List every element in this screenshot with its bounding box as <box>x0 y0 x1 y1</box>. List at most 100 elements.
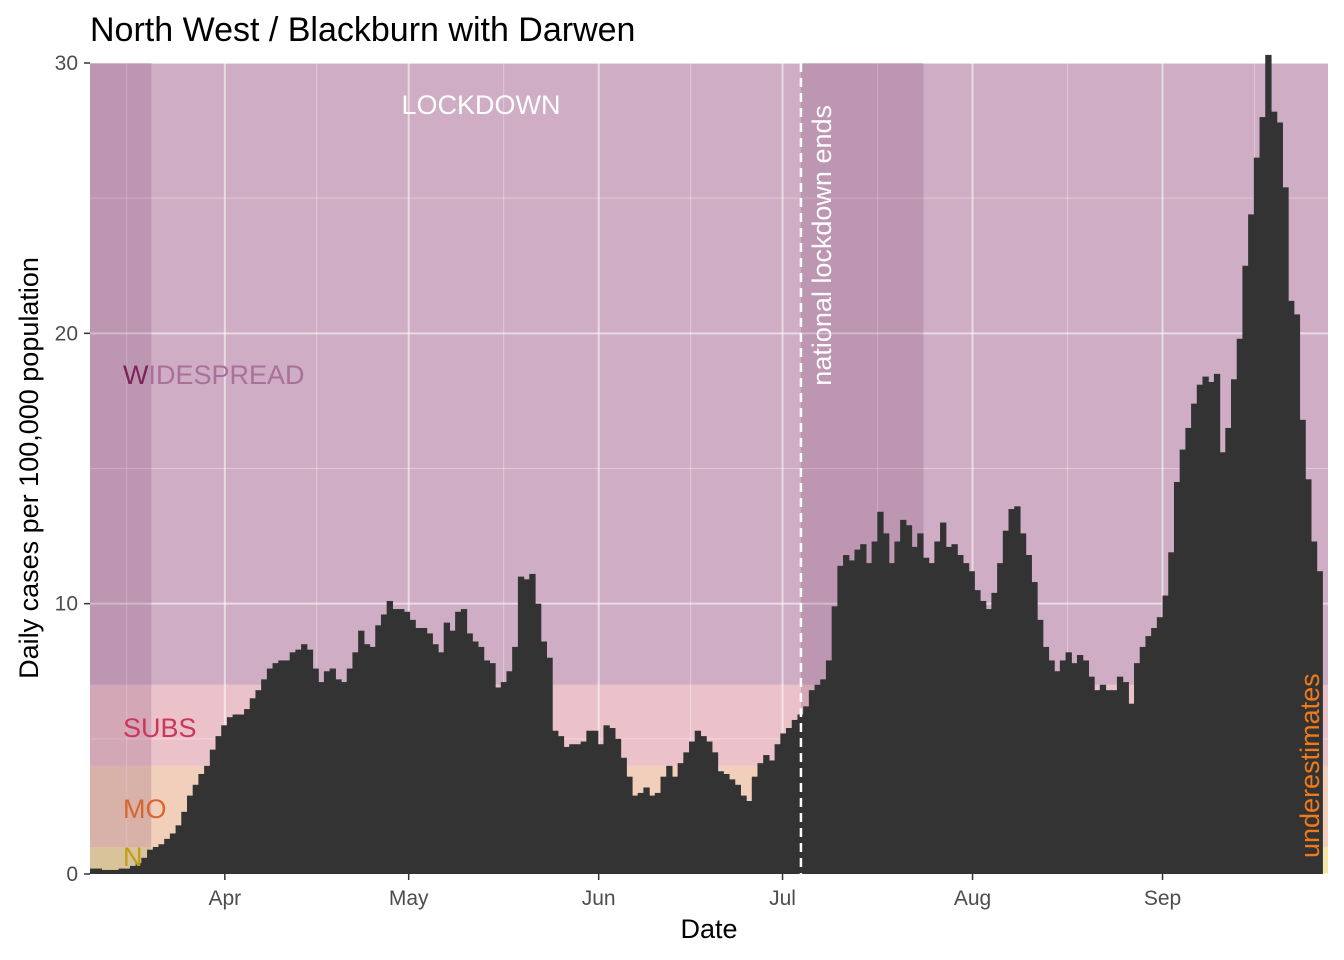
bar <box>940 522 947 874</box>
bar <box>95 868 103 874</box>
bar <box>346 668 354 874</box>
bar <box>883 533 890 874</box>
bar <box>689 741 696 874</box>
bar <box>1196 384 1204 874</box>
chart-title: North West / Blackburn with Darwen <box>90 11 635 49</box>
bar <box>341 682 348 874</box>
bar <box>917 533 924 874</box>
bar <box>369 646 376 874</box>
bar <box>780 733 787 874</box>
bar <box>432 644 439 874</box>
bar <box>643 787 650 874</box>
bar <box>141 857 148 874</box>
x-axis: Apr May Jun Jul Aug Sep <box>208 874 1181 910</box>
bar <box>124 868 131 874</box>
bar <box>706 741 713 874</box>
bar <box>825 660 833 874</box>
bar <box>740 795 747 874</box>
bar <box>1037 619 1044 874</box>
bar <box>540 641 548 874</box>
bar <box>272 663 279 874</box>
bar <box>1213 373 1221 874</box>
bar <box>609 728 616 874</box>
band-label-n: N <box>123 842 143 872</box>
bar <box>854 549 861 874</box>
bar <box>711 752 719 874</box>
bar <box>506 671 513 874</box>
bar <box>1025 555 1032 874</box>
bar <box>877 511 884 874</box>
bar <box>1293 314 1301 874</box>
bar <box>860 544 867 874</box>
bar <box>392 609 399 874</box>
bar <box>968 571 975 874</box>
bar <box>928 563 935 874</box>
bar <box>957 555 964 874</box>
bar <box>723 773 730 874</box>
bar <box>814 684 821 874</box>
bar <box>1231 379 1238 874</box>
bar <box>1065 652 1072 874</box>
bar <box>1242 265 1249 874</box>
bar <box>415 627 422 874</box>
bar <box>398 609 405 874</box>
bar <box>1162 595 1169 874</box>
bar <box>905 525 913 874</box>
bar <box>871 541 878 874</box>
bar <box>335 679 342 874</box>
labels: N MO SUBS WIDESPREAD national lockdown ends u… <box>123 63 1325 874</box>
bar <box>1139 646 1147 874</box>
bar <box>90 868 97 874</box>
lockdown-ends-label: national lockdown ends <box>807 105 837 386</box>
bar <box>129 865 137 874</box>
bar <box>318 682 325 874</box>
bar <box>386 600 393 874</box>
bar <box>409 619 416 874</box>
bar <box>945 546 953 874</box>
x-tick-label: Jul <box>769 887 796 910</box>
bar <box>694 730 702 874</box>
bar <box>620 757 627 874</box>
bar <box>266 668 274 874</box>
bar <box>152 846 160 874</box>
bar <box>1071 663 1078 874</box>
bar <box>803 706 810 874</box>
bar <box>791 719 799 874</box>
bar <box>552 730 559 874</box>
bar <box>574 744 582 874</box>
bar <box>1219 452 1226 874</box>
lockdown-label: LOCKDOWN <box>401 90 560 120</box>
bar <box>403 611 411 874</box>
bar <box>603 725 610 874</box>
bar <box>358 630 365 874</box>
bar <box>768 760 776 874</box>
bar <box>249 698 257 874</box>
bar <box>1236 338 1244 874</box>
bar <box>529 573 536 874</box>
bar <box>1259 117 1266 875</box>
bar <box>1122 682 1129 874</box>
bar <box>443 622 451 874</box>
bar <box>865 563 873 874</box>
bar <box>660 776 667 874</box>
x-tick-label: Jun <box>582 887 616 910</box>
bar <box>1305 479 1312 874</box>
bar <box>363 644 371 874</box>
bar <box>580 741 587 874</box>
bar <box>466 633 473 874</box>
bar <box>1111 690 1118 874</box>
bar <box>1282 187 1289 874</box>
bar <box>1145 636 1152 874</box>
bar <box>147 849 154 874</box>
bar <box>985 609 993 874</box>
bar <box>460 609 468 874</box>
bar <box>1094 690 1101 874</box>
bar <box>1253 157 1261 874</box>
bar <box>323 671 331 874</box>
bar <box>614 738 622 874</box>
bar <box>244 709 251 874</box>
bar <box>215 736 222 874</box>
bar <box>1082 660 1089 874</box>
y-tick-label: 20 <box>55 322 78 345</box>
